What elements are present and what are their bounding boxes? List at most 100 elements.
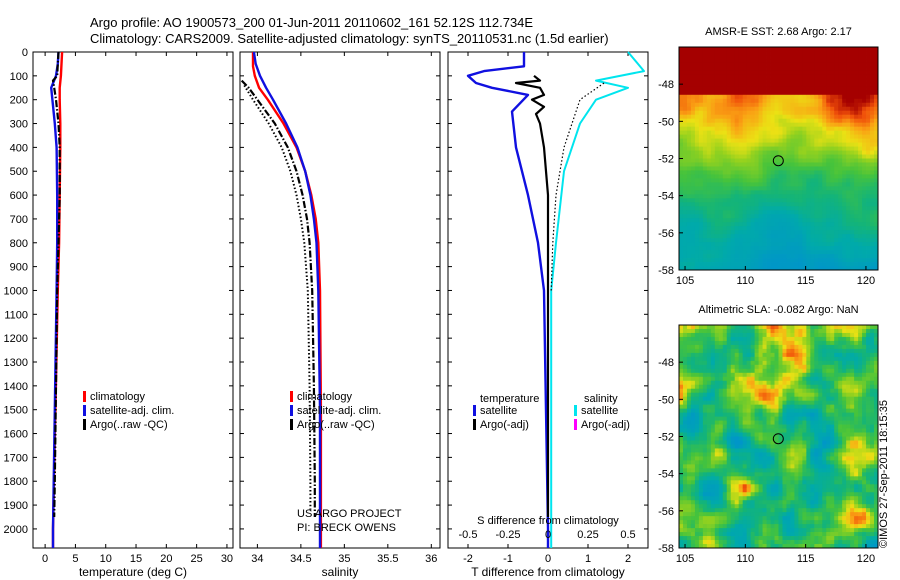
sst-xtick-label: 115 (797, 275, 815, 287)
sst-heatmap-cell (778, 126, 783, 132)
sla-heatmap-cell (758, 348, 763, 354)
sst-heatmap-cell (686, 154, 692, 159)
sla-heatmap-cell (702, 352, 708, 358)
sla-heatmap-cell (794, 436, 799, 441)
sst-heatmap-cell (814, 134, 819, 139)
sla-heatmap-cell (698, 540, 704, 545)
sst-heatmap-cell (758, 154, 763, 159)
sst-heatmap-cell (686, 238, 692, 243)
sst-heatmap-cell (750, 54, 756, 60)
sst-heatmap-cell (778, 110, 783, 116)
sst-heatmap-cell (862, 182, 867, 187)
sst-heatmap-cell (738, 50, 744, 56)
sla-heatmap-cell (710, 340, 716, 346)
sla-heatmap-cell (738, 544, 744, 549)
sst-heatmap-cell (686, 82, 692, 88)
sst-heatmap-cell (770, 102, 775, 108)
sst-heatmap-cell (794, 142, 799, 147)
sst-heatmap-cell (782, 178, 787, 183)
sla-heatmap-cell (802, 340, 807, 346)
sst-heatmap-cell (802, 130, 807, 136)
salinity-legend-swatch (290, 405, 293, 416)
sst-heatmap-cell (846, 198, 851, 203)
sst-heatmap-cell (810, 230, 815, 235)
sla-heatmap-cell (718, 464, 724, 469)
sla-heatmap-cell (730, 440, 736, 445)
sst-heatmap-cell (874, 130, 879, 136)
sla-heatmap-cell (794, 508, 799, 513)
sla-heatmap-cell (770, 436, 775, 441)
sst-heatmap-cell (818, 70, 823, 76)
sst-heatmap-cell (806, 170, 811, 175)
sla-heatmap-cell (754, 448, 759, 453)
sst-heatmap-cell (714, 102, 720, 108)
sst-heatmap-cell (698, 130, 704, 136)
sst-heatmap-cell (798, 262, 803, 267)
sst-heatmap-cell (694, 178, 700, 183)
sst-heatmap-cell (730, 126, 736, 132)
sst-heatmap-cell (810, 166, 815, 171)
sst-heatmap-cell (802, 162, 807, 167)
sst-heatmap-cell (679, 266, 684, 271)
sla-heatmap-cell (774, 544, 779, 549)
sst-heatmap-cell (754, 186, 759, 191)
sla-heatmap-cell (694, 360, 700, 366)
sst-heatmap-cell (742, 258, 748, 263)
sst-heatmap-cell (782, 226, 787, 231)
sst-heatmap-cell (754, 106, 759, 112)
sst-heatmap-cell (770, 218, 775, 223)
sst-heatmap-cell (730, 230, 736, 235)
sla-heatmap-cell (746, 372, 752, 378)
sst-heatmap-cell (822, 130, 827, 136)
sla-heatmap-cell (718, 352, 724, 358)
sst-heatmap-cell (814, 138, 819, 143)
sst-heatmap-cell (782, 158, 787, 163)
sst-heatmap-cell (718, 50, 724, 56)
sla-heatmap-cell (798, 368, 803, 374)
diff-legend-title: salinity (584, 393, 618, 405)
sst-heatmap-cell (750, 82, 756, 88)
sla-heatmap-cell (754, 480, 759, 485)
sst-heatmap-cell (874, 82, 879, 88)
sst-heatmap-cell (770, 262, 775, 267)
sst-heatmap-cell (806, 234, 811, 239)
sla-heatmap-cell (698, 444, 704, 449)
sst-heatmap-cell (714, 122, 720, 128)
sst-heatmap-cell (838, 202, 843, 207)
sla-heatmap-cell (782, 508, 787, 513)
sst-heatmap-cell (834, 186, 839, 191)
sla-heatmap-cell (758, 452, 763, 457)
sla-heatmap-cell (778, 368, 783, 374)
sla-heatmap-cell (810, 512, 815, 517)
sst-heatmap-cell (798, 58, 803, 64)
sla-heatmap-cell (682, 516, 688, 521)
sst-heatmap-cell (694, 150, 700, 155)
sst-heatmap-cell (862, 126, 867, 132)
sst-heatmap-cell (874, 254, 879, 259)
sla-heatmap-cell (706, 512, 712, 517)
sla-heatmap-cell (722, 496, 728, 501)
sst-heatmap-cell (734, 242, 740, 247)
sla-heatmap-cell (782, 532, 787, 537)
sst-heatmap-cell (802, 62, 807, 68)
sla-heatmap-cell (762, 544, 767, 549)
sst-heatmap-cell (694, 222, 700, 227)
sst-heatmap-cell (746, 206, 752, 211)
sla-heatmap-cell (770, 416, 775, 421)
sst-heatmap-cell (826, 202, 831, 207)
sst-heatmap-cell (830, 150, 835, 155)
sla-heatmap-cell (742, 516, 748, 521)
sst-heatmap-cell (679, 254, 684, 259)
sla-heatmap-cell (742, 496, 748, 501)
sla-heatmap-cell (738, 340, 744, 346)
sla-heatmap-cell (782, 392, 787, 398)
sla-heatmap-cell (758, 536, 763, 541)
sla-heatmap-cell (762, 412, 767, 417)
sst-heatmap-cell (702, 178, 708, 183)
sst-heatmap-cell (790, 47, 795, 52)
sst-heatmap-cell (718, 70, 724, 76)
sla-heatmap-cell (790, 440, 795, 445)
sst-heatmap-cell (714, 230, 720, 235)
sla-heatmap-cell (722, 356, 728, 362)
sla-heatmap-cell (746, 476, 752, 481)
